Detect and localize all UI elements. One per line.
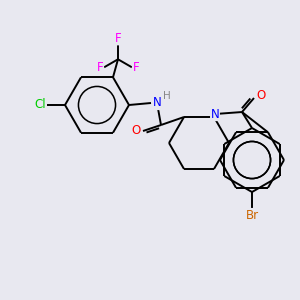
Text: Cl: Cl: [34, 98, 46, 112]
Text: N: N: [153, 97, 161, 110]
Text: N: N: [211, 107, 219, 121]
Text: F: F: [97, 61, 104, 74]
Text: H: H: [163, 91, 171, 101]
Text: O: O: [131, 124, 141, 137]
Text: O: O: [256, 88, 266, 101]
Text: Br: Br: [245, 208, 259, 221]
Text: F: F: [133, 61, 139, 74]
Text: F: F: [115, 32, 121, 45]
